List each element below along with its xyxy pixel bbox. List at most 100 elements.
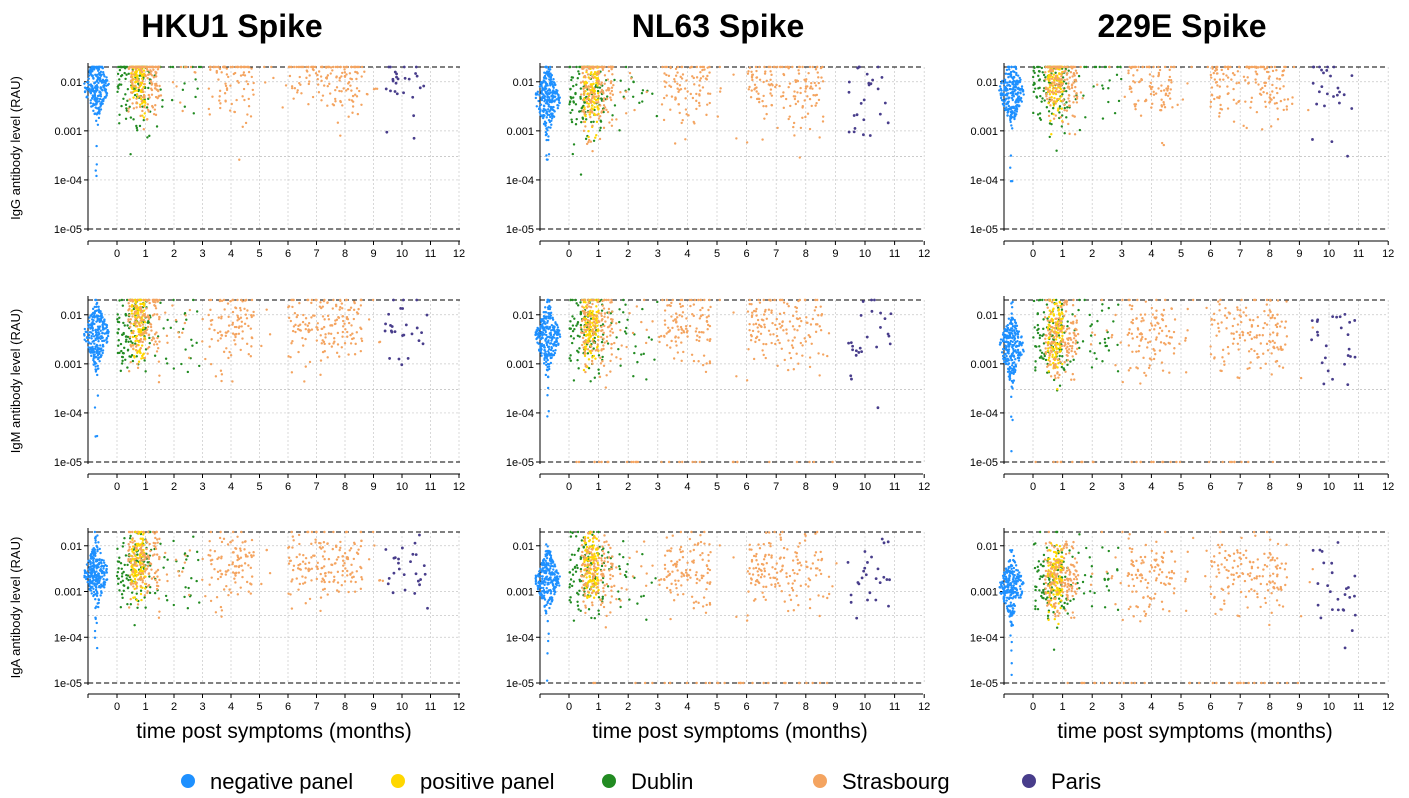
point-strasbourg: [1059, 116, 1062, 119]
point-negative-panel: [87, 340, 90, 344]
point-strasbourg: [340, 302, 344, 305]
point-strasbourg: [189, 65, 193, 69]
point-strasbourg: [181, 109, 184, 113]
point-dublin: [1077, 74, 1081, 78]
point-strasbourg: [146, 73, 150, 77]
point-dublin: [1098, 65, 1101, 69]
point-dublin: [598, 129, 602, 132]
point-strasbourg: [1061, 82, 1065, 85]
point-dublin: [1042, 89, 1045, 93]
point-dublin: [1038, 117, 1042, 120]
point-dublin: [138, 74, 141, 77]
point-dublin: [181, 88, 185, 92]
point-strasbourg: [695, 76, 699, 79]
point-strasbourg: [813, 309, 817, 312]
point-strasbourg: [696, 334, 699, 337]
point-strasbourg: [782, 106, 786, 110]
point-dublin: [123, 324, 126, 327]
point-paris: [878, 112, 882, 116]
point-positive-panel: [585, 70, 588, 74]
point-strasbourg: [245, 80, 248, 83]
x-tick-label: 4: [1148, 248, 1154, 260]
point-strasbourg: [341, 71, 344, 75]
point-dublin: [124, 93, 127, 96]
point-strasbourg: [1132, 74, 1135, 77]
point-dublin: [572, 379, 576, 382]
point-strasbourg: [1157, 71, 1161, 75]
x-tick-label: 12: [453, 248, 465, 260]
point-strasbourg: [343, 71, 347, 74]
point-strasbourg: [1141, 65, 1145, 69]
point-positive-panel: [592, 354, 596, 358]
point-paris: [855, 113, 859, 117]
point-strasbourg: [329, 66, 333, 69]
point-strasbourg: [1066, 71, 1069, 75]
x-tick-label: 12: [1382, 248, 1394, 260]
point-strasbourg: [1046, 97, 1049, 101]
point-positive-panel: [594, 136, 597, 139]
point-strasbourg: [135, 106, 138, 109]
point-strasbourg: [610, 118, 614, 121]
point-strasbourg: [686, 90, 689, 93]
point-negative-panel: [542, 319, 545, 323]
point-paris: [415, 298, 419, 302]
point-strasbourg: [775, 83, 778, 87]
point-strasbourg: [315, 339, 319, 342]
point-strasbourg: [1054, 75, 1058, 79]
point-negative-panel: [549, 112, 553, 115]
point-strasbourg: [310, 328, 314, 331]
point-strasbourg: [338, 298, 342, 302]
point-strasbourg: [668, 329, 672, 332]
point-strasbourg: [246, 309, 249, 312]
point-negative-panel: [89, 351, 92, 354]
point-dublin: [569, 359, 573, 362]
point-strasbourg: [1045, 92, 1048, 96]
point-positive-panel: [130, 312, 134, 315]
point-strasbourg: [1263, 81, 1266, 85]
point-strasbourg: [239, 65, 243, 69]
point-positive-panel: [596, 329, 599, 333]
y-tick-label: 1e-05: [970, 224, 998, 236]
point-strasbourg: [671, 298, 674, 302]
point-strasbourg: [360, 327, 363, 331]
point-strasbourg: [600, 83, 603, 86]
point-strasbourg: [231, 310, 235, 314]
point-dublin: [122, 97, 125, 100]
point-strasbourg: [783, 358, 786, 362]
point-negative-panel: [95, 97, 99, 100]
point-dublin: [600, 309, 604, 312]
point-negative-panel: [93, 322, 96, 326]
point-strasbourg: [311, 95, 315, 99]
point-strasbourg: [226, 302, 230, 305]
point-strasbourg: [1245, 126, 1248, 130]
x-tick-label: 0: [1030, 248, 1036, 260]
point-strasbourg: [763, 310, 767, 313]
point-strasbourg: [1271, 69, 1275, 73]
point-strasbourg: [359, 304, 363, 307]
point-negative-panel: [538, 94, 541, 97]
point-strasbourg: [233, 110, 236, 114]
point-strasbourg: [1257, 83, 1260, 86]
point-strasbourg: [142, 338, 146, 341]
point-strasbourg: [781, 320, 784, 323]
point-strasbourg: [1216, 84, 1219, 87]
point-strasbourg: [581, 309, 584, 313]
point-dublin: [148, 336, 151, 340]
point-paris: [1323, 104, 1326, 108]
point-strasbourg: [782, 91, 785, 94]
point-dublin: [1066, 106, 1069, 109]
point-negative-panel: [1018, 76, 1021, 80]
point-strasbourg: [1260, 128, 1264, 131]
point-negative-panel: [103, 89, 107, 92]
point-paris: [390, 330, 394, 334]
point-strasbourg: [600, 110, 604, 113]
point-positive-panel: [1059, 87, 1063, 91]
point-strasbourg: [1165, 87, 1168, 90]
point-strasbourg: [227, 75, 230, 79]
point-strasbourg: [372, 88, 376, 91]
point-strasbourg: [746, 310, 750, 313]
point-negative-panel: [550, 114, 554, 117]
point-negative-panel: [90, 348, 93, 351]
point-negative-panel: [1006, 101, 1009, 104]
point-strasbourg: [1133, 65, 1137, 69]
